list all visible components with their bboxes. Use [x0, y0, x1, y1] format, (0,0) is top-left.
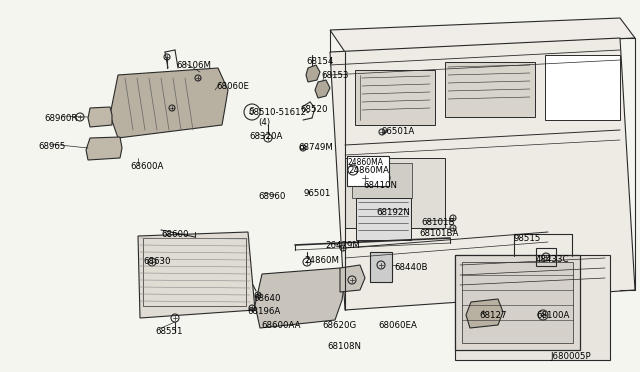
Text: 68600: 68600	[161, 230, 189, 239]
Bar	[455, 255, 610, 360]
Bar	[455, 255, 580, 350]
Text: 68192N: 68192N	[376, 208, 410, 217]
Text: 68620G: 68620G	[322, 321, 356, 330]
Bar	[445, 62, 535, 117]
Circle shape	[380, 173, 390, 183]
Text: 68108N: 68108N	[327, 342, 361, 351]
Bar	[347, 156, 389, 186]
Polygon shape	[255, 268, 345, 328]
Bar	[352, 163, 412, 198]
Text: 96501: 96501	[303, 189, 330, 198]
Text: 68101B: 68101B	[421, 218, 454, 227]
Bar	[355, 70, 435, 125]
Text: 68153: 68153	[321, 71, 349, 80]
Text: 68630: 68630	[143, 257, 170, 266]
Bar	[536, 248, 556, 266]
Text: 68127: 68127	[479, 311, 506, 320]
Polygon shape	[86, 137, 122, 160]
Polygon shape	[330, 38, 635, 310]
Text: 48433C: 48433C	[536, 255, 570, 264]
Text: 68965: 68965	[38, 142, 65, 151]
Polygon shape	[466, 299, 503, 328]
Bar	[370, 252, 392, 282]
Polygon shape	[330, 18, 635, 52]
Text: J680005P: J680005P	[550, 352, 591, 361]
Text: 68520: 68520	[300, 105, 328, 114]
Text: 68600AA: 68600AA	[261, 321, 301, 330]
Bar	[143, 238, 246, 306]
Text: 68640: 68640	[253, 294, 280, 303]
Bar	[356, 198, 411, 240]
Text: 68440B: 68440B	[394, 263, 428, 272]
Text: 68101BA: 68101BA	[419, 229, 458, 238]
Polygon shape	[306, 65, 320, 82]
Text: 68060EA: 68060EA	[378, 321, 417, 330]
Bar	[545, 55, 620, 120]
Text: 96501A: 96501A	[381, 127, 414, 136]
Text: 68600A: 68600A	[130, 162, 163, 171]
Text: 68154: 68154	[306, 57, 333, 66]
Bar	[462, 262, 573, 343]
Text: 68106M: 68106M	[176, 61, 211, 70]
Text: 08510-51612-: 08510-51612-	[248, 108, 309, 117]
Bar	[345, 158, 445, 228]
Text: 68196A: 68196A	[247, 307, 280, 316]
Text: 68060E: 68060E	[216, 82, 249, 91]
Text: 24860M: 24860M	[304, 256, 339, 265]
Polygon shape	[138, 232, 255, 318]
Text: 26479M: 26479M	[325, 241, 360, 250]
Text: (4): (4)	[258, 118, 270, 127]
Text: 68749M: 68749M	[298, 143, 333, 152]
Text: 98515: 98515	[514, 234, 541, 243]
Text: 68960R: 68960R	[44, 114, 77, 123]
Polygon shape	[340, 265, 365, 292]
Text: 24860MA: 24860MA	[348, 158, 384, 167]
Text: 68320A: 68320A	[249, 132, 282, 141]
Polygon shape	[88, 107, 112, 127]
Text: 68410N: 68410N	[363, 181, 397, 190]
Text: 68960: 68960	[258, 192, 285, 201]
Text: 24860MA: 24860MA	[348, 166, 389, 175]
Polygon shape	[110, 68, 228, 138]
Text: 68551: 68551	[155, 327, 182, 336]
Text: S: S	[250, 108, 255, 116]
Polygon shape	[315, 80, 330, 98]
Text: 68100A: 68100A	[536, 311, 570, 320]
